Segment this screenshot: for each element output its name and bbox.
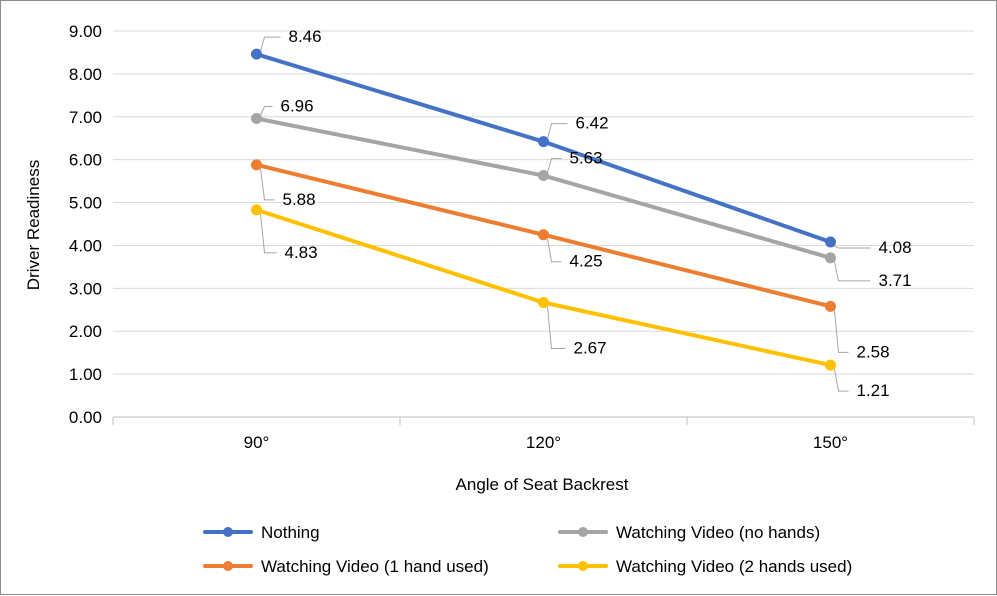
data-label: 2.58 [857,342,890,361]
leader-line [260,105,273,116]
x-tick-label: 90° [244,433,270,452]
legend-label: Watching Video (2 hands used) [616,557,852,576]
data-point [825,300,836,312]
legend-swatch-marker [223,561,233,571]
data-point [251,204,262,216]
legend-label: Watching Video (1 hand used) [261,557,489,576]
leader-line [547,123,568,139]
data-point [538,229,549,241]
y-axis-ticks: 0.00 1.00 2.00 3.00 4.00 5.00 6.00 7.00 8.00 9.00 [69,22,102,427]
data-label: 6.42 [576,114,609,133]
data-label: 2.67 [574,338,607,357]
y-tick-label: 8.00 [69,65,102,84]
series-lines [251,48,836,371]
gridlines [113,30,974,418]
leader-line [547,306,566,349]
x-axis-title: Angle of Seat Backrest [456,475,629,494]
leader-line [260,213,277,254]
y-axis-title: Driver Readiness [24,160,43,290]
leader-line [547,158,562,173]
data-point [538,296,549,308]
data-point [538,136,549,148]
x-tick-label: 150° [813,433,848,452]
legend: Nothing Watching Video (no hands) Watching… [203,523,852,576]
leader-line [260,36,281,52]
legend-label: Nothing [261,523,320,542]
data-labels: 8.46 6.42 4.08 6.96 5.63 3.71 5.88 4.25 2.58 4.83… [260,27,912,400]
y-tick-label: 3.00 [69,279,102,298]
y-tick-label: 4.00 [69,236,102,255]
data-label: 4.25 [570,252,603,271]
data-label: 5.88 [283,190,316,209]
data-label: 5.63 [570,149,603,168]
data-point [251,159,262,171]
y-tick-label: 9.00 [69,22,102,41]
data-point [825,236,836,248]
leader-line [834,261,871,282]
leader-line [834,245,871,249]
leader-line [260,168,275,201]
data-point [251,48,262,60]
x-axis: 90° 120° 150° [112,417,975,452]
y-tick-label: 5.00 [69,194,102,213]
legend-swatch-marker [578,561,588,571]
x-tick-label: 120° [526,433,561,452]
data-point [825,359,836,371]
data-label: 4.08 [879,238,912,257]
legend-swatch-marker [578,527,588,537]
y-tick-label: 2.00 [69,322,102,341]
leader-line [834,369,849,392]
data-label: 6.96 [281,96,314,115]
data-point [825,252,836,264]
data-label: 4.83 [285,243,318,262]
data-label: 8.46 [289,27,322,46]
leader-line [834,310,849,353]
legend-swatch-marker [223,527,233,537]
series-line [254,52,833,245]
leader-line [547,238,562,263]
y-tick-label: 6.00 [69,151,102,170]
data-point [538,170,549,182]
y-tick-label: 7.00 [69,108,102,127]
y-tick-label: 0.00 [69,408,102,427]
data-label: 1.21 [857,381,890,400]
data-point [251,112,262,124]
data-label: 3.71 [879,271,912,290]
y-tick-label: 1.00 [69,365,102,384]
legend-label: Watching Video (no hands) [616,523,820,542]
